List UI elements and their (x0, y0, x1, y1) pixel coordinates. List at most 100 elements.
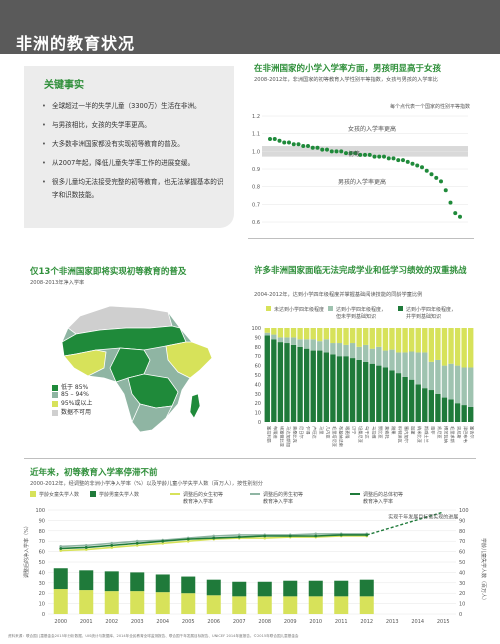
gpi-label-boys: 男孩的入学率更高 (338, 178, 386, 186)
legend-swatch (52, 409, 58, 416)
legend-label: 并学到基础知识 (406, 313, 441, 320)
series-point (110, 541, 114, 545)
country-dot (287, 140, 291, 145)
bar-segment (382, 328, 389, 351)
map-legend-item: 数据不可用 (52, 407, 92, 416)
year-label: 2000 (54, 619, 67, 625)
country-dot (458, 214, 462, 219)
bar-girls-out-of-school (155, 592, 170, 614)
category-label: 科特迪瓦 (397, 426, 404, 443)
tick-label: 80 (255, 345, 261, 351)
country-dot (363, 152, 367, 157)
bar-segment (303, 348, 310, 422)
bar-segment (382, 350, 389, 368)
legend-swatch (52, 400, 58, 407)
series-point (110, 546, 114, 549)
right-tick-label: 60 (459, 550, 465, 556)
bar-segment (454, 365, 461, 404)
bar-segment (271, 339, 277, 422)
right-tick-label: 0 (459, 612, 462, 618)
legend-label: 达到小学四年级程度， (336, 306, 386, 313)
legend-label: 学龄男童失学人数 (99, 491, 139, 498)
category-label: 塞拉利昂 (265, 426, 272, 443)
series-point (84, 548, 88, 551)
category-label: 马达加斯加 (285, 426, 292, 447)
bar-segment (468, 328, 474, 368)
bar-segment (323, 328, 330, 340)
bar-segment (330, 343, 336, 355)
country-dot (396, 158, 401, 163)
legend-label: 学龄女童失学人数 (39, 491, 79, 498)
right-tick-label: 100 (459, 508, 469, 514)
series-point (212, 534, 216, 538)
legend-swatch (30, 491, 36, 497)
bar-segment (343, 328, 349, 345)
bar-boys-out-of-school (104, 571, 119, 592)
gpi-label-parity: 初等 (348, 150, 360, 158)
category-label: 塞舌尔 (469, 426, 476, 439)
legend-swatch (398, 306, 403, 311)
map-legend: 低于 85% 85 – 94% 95%或以上 数据不可用 (52, 382, 92, 416)
bar-segment (284, 343, 290, 422)
footer-note: 资料来源：联合国儿童基金会2015年分析数据、UIS统计与数据库、2014年全民… (8, 634, 299, 638)
category-label: 贝宁 (351, 426, 358, 434)
tick-label: 10 (255, 411, 261, 417)
key-fact-item: 全球超过一半的失学儿童（3300万）生活在非洲。 (42, 100, 228, 113)
category-label: 布基纳法索 (337, 426, 344, 447)
legend-label: 调整后的女生初等 (183, 491, 223, 498)
bar-boys-out-of-school (130, 572, 145, 592)
bar-segment (415, 384, 421, 422)
bar-segment (303, 328, 310, 340)
country-dot (382, 154, 386, 159)
series-point (263, 534, 267, 538)
bar-segment (461, 405, 467, 422)
bar-segment (415, 328, 421, 353)
bar-segment (389, 370, 395, 422)
series-point (186, 537, 190, 541)
right-axis-label: 学龄儿童失学人数（百万人） (480, 538, 487, 603)
bar-segment (284, 337, 290, 344)
key-fact-item: 大多数非洲国家都没有实现初等教育的普及。 (42, 138, 228, 151)
category-label: 坦桑尼亚 (357, 426, 364, 443)
bar-boys-out-of-school (359, 579, 374, 597)
legend-swatch (266, 306, 271, 311)
legend-label: 低于 85% (61, 384, 89, 391)
bar-segment (389, 349, 395, 371)
bar-segment (415, 352, 421, 385)
bar-segment (271, 328, 277, 335)
tick-label: 40 (255, 382, 261, 388)
country-dot (306, 144, 310, 149)
right-tick-label: 90 (459, 518, 465, 524)
category-label: 马拉维 (370, 426, 377, 439)
bar-segment (363, 344, 369, 362)
key-facts-title: 关键事实 (44, 80, 84, 91)
bar-segment (441, 328, 448, 366)
country-dot (358, 152, 363, 157)
country-dot (367, 152, 372, 157)
series-point (339, 533, 343, 537)
left-tick-label: 100 (35, 508, 45, 514)
bar-segment (356, 328, 362, 347)
category-label: 埃塞俄比亚 (278, 426, 285, 447)
bar-segment (468, 406, 474, 422)
series-point (237, 535, 241, 539)
key-facts-list: 全球超过一半的失学儿童（3300万）生活在非洲。 与男孩相比，女孩的失学率更高。… (30, 100, 234, 208)
left-tick-label: 70 (39, 539, 45, 545)
series-point (59, 545, 63, 548)
trend-chart: 学龄女童失学人数 学龄男童失学人数 调整后的女生初等教育净入学率调整后的男生初等教育… (23, 491, 487, 625)
country-dot (415, 163, 420, 168)
series-point (237, 533, 241, 537)
bar-segment (310, 339, 316, 351)
series-point (84, 546, 88, 549)
left-tick-label: 80 (39, 529, 45, 535)
bar-segment (408, 351, 415, 380)
bar-segment (441, 365, 448, 398)
tick-label: 0.6 (252, 220, 260, 226)
category-label: 博茨瓦纳 (442, 426, 449, 443)
bar-segment (336, 356, 343, 422)
right-tick-label: 20 (459, 591, 465, 597)
gpi-note: 每个点代表一个国家的性别平等指数 (390, 103, 470, 110)
country-dot (410, 161, 415, 166)
bar-segment (428, 328, 435, 362)
country-dot (301, 144, 306, 149)
